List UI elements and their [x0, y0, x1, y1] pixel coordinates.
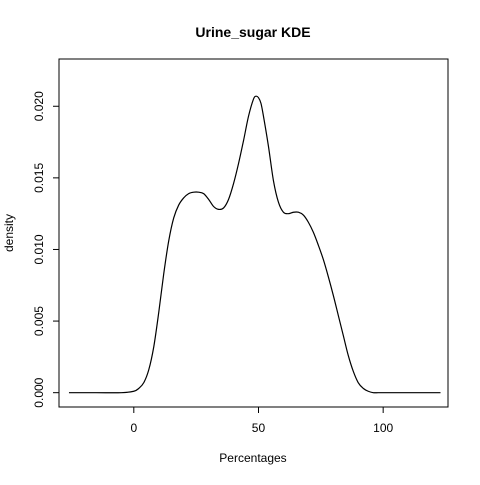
- x-axis-label: Percentages: [219, 451, 286, 465]
- chart-title: Urine_sugar KDE: [195, 24, 310, 40]
- y-axis: 0.000 0.005 0.010 0.015 0.020: [32, 91, 60, 408]
- x-tick-label: 50: [252, 421, 266, 435]
- x-tick-label: 100: [373, 421, 393, 435]
- density-curve: [68, 95, 441, 394]
- y-tick-label: 0.000: [32, 377, 46, 407]
- y-axis-label: density: [2, 214, 16, 252]
- x-tick-label: 0: [130, 421, 137, 435]
- y-tick-label: 0.015: [32, 163, 46, 193]
- x-axis: 0 50 100: [130, 406, 393, 435]
- y-tick-label: 0.005: [32, 306, 46, 336]
- y-tick-label: 0.010: [32, 234, 46, 264]
- y-tick-label: 0.020: [32, 91, 46, 121]
